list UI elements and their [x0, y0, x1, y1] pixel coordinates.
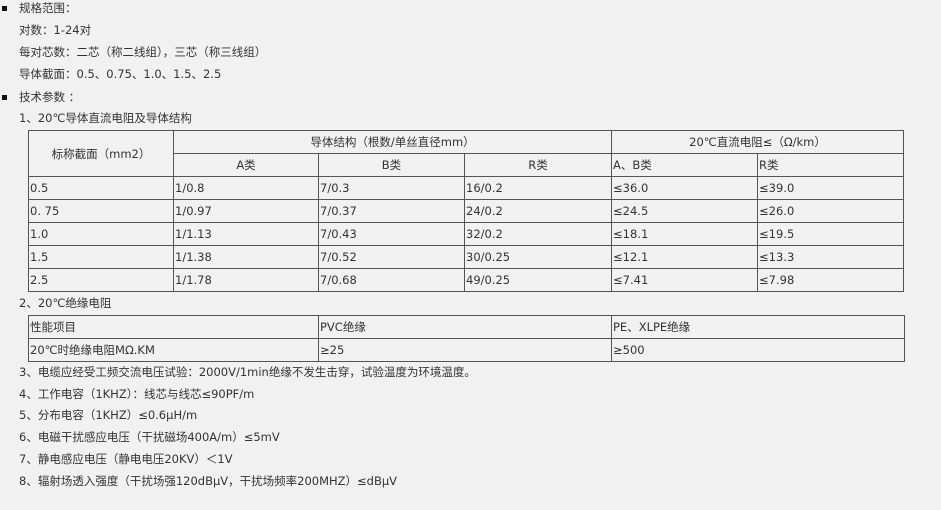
table-row: 1.0 1/1.13 7/0.43 32/0.2 ≤18.1 ≤19.5: [28, 222, 905, 246]
resistance-table: 标称截面（mm2） 导体结构（根数/单丝直径mm） 20℃直流电阻≤（Ω/km）…: [28, 130, 905, 292]
table-cell: ≤36.0: [611, 176, 759, 200]
tech-item: 7、静电感应电压（静电电压20KV）＜1V: [19, 451, 233, 466]
table-cell: 7/0.37: [318, 199, 465, 223]
tech-title: 技术参数 ：: [19, 90, 81, 104]
table-row: 1.5 1/1.38 7/0.52 30/0.25 ≤12.1 ≤13.3: [28, 245, 905, 269]
tech-item: 3、电缆应经受工频交流电压试验：2000V/1min绝缘不发生击穿，试验温度为环…: [19, 365, 476, 379]
table-cell: 24/0.2: [463, 199, 613, 223]
table-cell: ≤7.41: [611, 268, 759, 292]
spec-sections: 导体截面：0.5、0.75、1.0、1.5、2.5: [19, 67, 222, 81]
table-cell: 7/0.3: [318, 176, 465, 200]
table-cell: 32/0.2: [463, 222, 613, 246]
table-cell: 1.5: [28, 245, 174, 269]
table-row: 性能项目 PVC绝缘 PE、XLPE绝缘: [28, 315, 905, 339]
table-cell: 0. 75: [28, 199, 174, 223]
table-cell: ≤26.0: [757, 199, 905, 223]
table2-title: 2、20℃绝缘电阻: [19, 296, 112, 310]
table-cell: ≤24.5: [611, 199, 759, 223]
table-cell: 0.5: [28, 176, 174, 200]
table-cell: ≤19.5: [757, 222, 905, 246]
table-cell: 30/0.25: [463, 245, 613, 269]
header-r: R类: [463, 153, 613, 177]
header-r2: R类: [757, 153, 905, 177]
table-cell: 20℃时绝缘电阻MΩ.KM: [28, 338, 319, 362]
spec-title: 规格范围：: [19, 1, 77, 15]
table-cell: ≤7.98: [757, 268, 905, 292]
table-cell: ≤18.1: [611, 222, 759, 246]
tech-item: 6、电磁干扰感应电压（干扰磁场400A/m）≤5mV: [19, 430, 280, 445]
spec-cores: 每对芯数：二芯（称二线组），三芯（称三线组）: [19, 45, 267, 59]
table-cell: 1/1.78: [173, 268, 319, 292]
table-cell: 7/0.68: [318, 268, 465, 292]
table-cell: ≤13.3: [757, 245, 905, 269]
header-structure: 导体结构（根数/单丝直径mm）: [172, 130, 613, 154]
table-row: 0. 75 1/0.97 7/0.37 24/0.2 ≤24.5 ≤26.0: [28, 199, 905, 223]
header-a: A类: [173, 153, 319, 177]
bullet-icon: [2, 6, 7, 11]
table1-title: 1、20℃导体直流电阻及导体结构: [19, 111, 192, 125]
table-cell: 16/0.2: [463, 176, 613, 200]
tech-item: 4、工作电容（1KHZ）：线芯与线芯≤90PF/m: [19, 386, 255, 401]
table-cell: 1/0.97: [173, 199, 319, 223]
header-resistance: 20℃直流电阻≤（Ω/km）: [611, 130, 905, 154]
table-cell: ≤12.1: [611, 245, 759, 269]
table-row: 20℃时绝缘电阻MΩ.KM ≥25 ≥500: [28, 338, 905, 362]
table-cell: 49/0.25: [463, 268, 613, 292]
header-b: B类: [318, 153, 465, 177]
header-section: 标称截面（mm2）: [28, 130, 174, 177]
table-cell: 7/0.52: [318, 245, 465, 269]
table-row: 2.5 1/1.78 7/0.68 49/0.25 ≤7.41 ≤7.98: [28, 268, 905, 292]
table-row: 0.5 1/0.8 7/0.3 16/0.2 ≤36.0 ≤39.0: [28, 176, 905, 200]
table-cell: 1/1.13: [173, 222, 319, 246]
table-cell: 7/0.43: [318, 222, 465, 246]
table-cell: 性能项目: [28, 315, 319, 339]
table-cell: PE、XLPE绝缘: [611, 315, 905, 339]
table-cell: ≥500: [611, 338, 905, 362]
table-cell: 2.5: [28, 268, 174, 292]
tech-item: 5、分布电容（1KHZ）≤0.6μH/m: [19, 408, 198, 423]
table-cell: 1.0: [28, 222, 174, 246]
table-cell: PVC绝缘: [318, 315, 612, 339]
bullet-icon: [2, 95, 7, 100]
header-ab: A、B类: [611, 153, 759, 177]
insulation-table: 性能项目 PVC绝缘 PE、XLPE绝缘 20℃时绝缘电阻MΩ.KM ≥25 ≥500: [28, 315, 905, 362]
table-cell: 1/0.8: [173, 176, 319, 200]
table-cell: ≥25: [318, 338, 612, 362]
table-cell: 1/1.38: [173, 245, 319, 269]
tech-item: 8、辐射场透入强度（干扰场强120dBμV，干扰场频率200MHZ）≤dBμV: [19, 473, 398, 488]
spec-pairs: 对数：1-24对: [19, 23, 92, 37]
table-cell: ≤39.0: [757, 176, 905, 200]
